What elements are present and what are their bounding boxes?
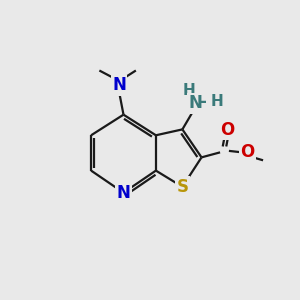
Text: methyl: methyl [0,299,1,300]
Text: O: O [220,121,234,139]
Text: O: O [240,143,255,161]
Text: N: N [117,184,130,202]
Text: H: H [183,83,196,98]
Text: methyl: methyl [0,299,1,300]
Text: methyl: methyl [0,299,1,300]
Text: methyl: methyl [0,299,1,300]
Text: H: H [211,94,224,109]
Text: S: S [176,178,188,196]
Text: N: N [189,94,202,112]
Text: -: - [199,93,206,111]
Text: N: N [112,76,126,94]
